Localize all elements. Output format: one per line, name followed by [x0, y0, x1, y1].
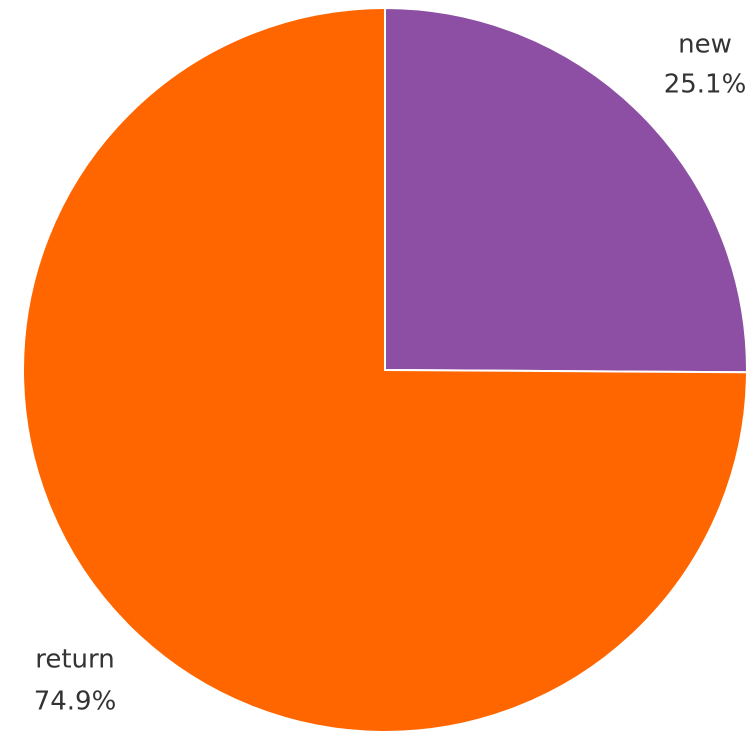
slice-value-label: 74.9% [34, 687, 117, 717]
slice-value-label: 25.1% [664, 70, 747, 100]
pie-slice [22, 6, 749, 733]
slice-label: return [35, 645, 115, 675]
pie-slice [384, 6, 748, 374]
slice-label: new [678, 30, 732, 60]
